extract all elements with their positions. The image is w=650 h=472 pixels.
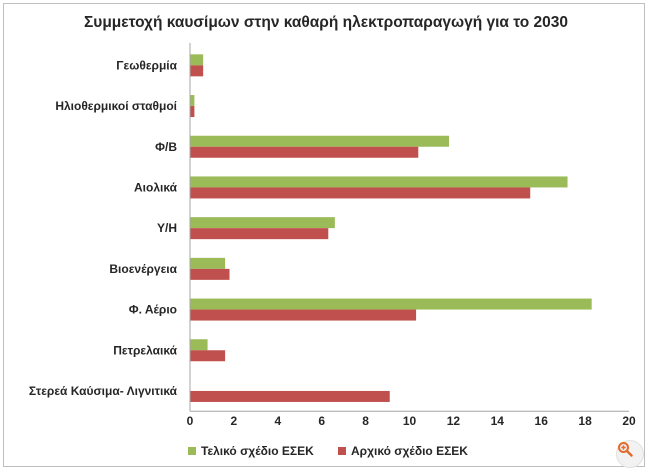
x-axis: 0 2 4 6 8 10 12 14 16 18 20 xyxy=(187,43,636,428)
bar-final xyxy=(190,217,335,229)
category-label: Υ/Η xyxy=(157,221,177,235)
category-label: Φ/Β xyxy=(155,140,177,154)
legend-label: Τελικό σχέδιο ΕΣΕΚ xyxy=(201,444,314,458)
bar-initial xyxy=(190,228,329,240)
zoom-in-icon xyxy=(618,442,633,457)
category-labels: Γεωθερμία Ηλιοθερμικοί σταθμοί Φ/Β Αιολικά Υ… xyxy=(29,58,178,398)
zoom-button[interactable] xyxy=(616,440,644,468)
x-tick-label: 12 xyxy=(447,414,461,428)
legend-swatch xyxy=(188,447,196,455)
category-label: Βιοενέργεια xyxy=(109,262,177,276)
legend-label: Αρχικό σχέδιο ΕΣΕΚ xyxy=(351,444,468,458)
category-label: Στερεά Καύσιμα- Λιγνιτικά xyxy=(29,384,178,398)
bar-final xyxy=(190,339,208,351)
bar-final xyxy=(190,176,568,188)
chart-title: Συμμετοχή καυσίμων στην καθαρή ηλεκτροπα… xyxy=(84,14,568,31)
x-tick-label: 6 xyxy=(318,414,325,428)
category-label: Αιολικά xyxy=(134,180,178,194)
bar-initial xyxy=(190,65,204,77)
category-label: Γεωθερμία xyxy=(116,58,177,72)
bar-initial xyxy=(190,268,230,280)
category-label: Φ. Αέριο xyxy=(129,303,177,317)
bar-initial xyxy=(190,106,195,118)
x-tick-label: 14 xyxy=(491,414,505,428)
x-tick-label: 18 xyxy=(578,414,592,428)
bar-initial xyxy=(190,309,417,321)
x-tick-label: 4 xyxy=(274,414,281,428)
x-tick-label: 8 xyxy=(362,414,369,428)
x-tick-label: 10 xyxy=(403,414,417,428)
bar-initial xyxy=(190,146,419,158)
bar-final xyxy=(190,95,195,107)
bars-group xyxy=(190,54,592,402)
bar-final xyxy=(190,257,226,269)
x-tick-label: 20 xyxy=(622,414,636,428)
bar-final xyxy=(190,54,204,66)
x-tick-label: 2 xyxy=(231,414,238,428)
bar-initial xyxy=(190,187,531,199)
category-label: Πετρελαικά xyxy=(113,343,177,357)
x-tick-label: 0 xyxy=(187,414,194,428)
x-tick-label: 16 xyxy=(535,414,549,428)
bar-initial xyxy=(190,390,390,402)
legend: Τελικό σχέδιο ΕΣΕΚ Αρχικό σχέδιο ΕΣΕΚ xyxy=(188,444,468,458)
bar-final xyxy=(190,298,592,310)
legend-swatch xyxy=(338,447,346,455)
category-label: Ηλιοθερμικοί σταθμοί xyxy=(55,99,177,113)
bar-initial xyxy=(190,350,226,362)
bar-final xyxy=(190,135,450,147)
